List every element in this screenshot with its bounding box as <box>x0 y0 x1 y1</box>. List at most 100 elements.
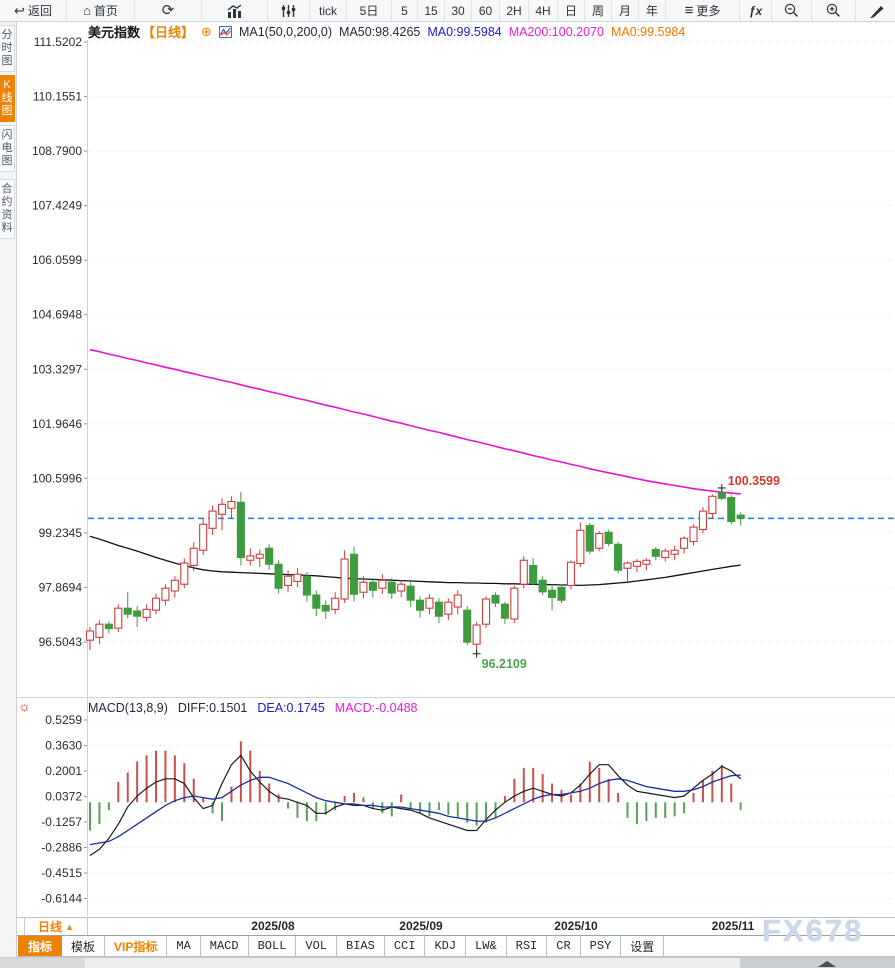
tab-kdj[interactable]: KDJ <box>425 936 467 956</box>
tab-cci[interactable]: CCI <box>385 936 426 956</box>
tab-templates[interactable]: 模板 <box>62 936 106 956</box>
tab-rsi[interactable]: RSI <box>507 936 548 956</box>
zoom-in-button[interactable] <box>812 0 856 21</box>
tab-lw[interactable]: LW& <box>466 936 507 956</box>
bottom-scrollbar-track[interactable] <box>740 958 895 968</box>
price-axis-label: 97.8694 <box>39 580 83 594</box>
candle-body <box>85 630 95 641</box>
tab-indicators[interactable]: 指标 <box>18 936 63 956</box>
macd-axis-label: 0.0372 <box>45 789 82 803</box>
period-15m-button[interactable]: 15 <box>418 0 445 21</box>
macd-params: MACD(13,8,9) <box>88 700 168 715</box>
sidebar-item-contract-info[interactable]: 合约资料 <box>0 179 15 239</box>
sidebar-item-kline-chart[interactable]: K线图 <box>0 75 15 122</box>
tab-cr[interactable]: CR <box>547 936 581 956</box>
more-icon: ≡ <box>684 2 694 19</box>
low-price-annotation: 96.2109 <box>482 657 527 671</box>
refresh-icon: ⟳ <box>161 2 175 19</box>
candle-body <box>538 579 547 593</box>
macd-axis-label: 0.2001 <box>45 764 82 778</box>
candle-body <box>463 609 472 643</box>
indicator-settings-button[interactable] <box>268 0 310 21</box>
candle-body <box>698 510 708 531</box>
candle-body <box>472 624 481 645</box>
period-30m-button[interactable]: 30 <box>445 0 472 21</box>
candle-body <box>199 523 208 551</box>
candle-body <box>104 623 113 630</box>
bottom-strip-left-block <box>0 958 85 968</box>
tick-period-button[interactable]: tick <box>310 0 347 21</box>
refresh-button[interactable]: ⟳ <box>135 0 202 21</box>
zoom-out-button[interactable] <box>772 0 812 21</box>
ma50-line <box>89 535 741 587</box>
candle-body <box>283 575 293 586</box>
home-button[interactable]: ⌂ 首页 <box>67 0 135 21</box>
dea-line <box>89 774 741 846</box>
kline-chart-button[interactable] <box>202 0 268 21</box>
more-button[interactable]: ≡ 更多 <box>666 0 740 21</box>
expand-panel-arrow-icon[interactable] <box>818 961 836 967</box>
tab-psy[interactable]: PSY <box>581 936 622 956</box>
candle-body <box>576 529 585 565</box>
period-year-button[interactable]: 年 <box>639 0 666 21</box>
mini-chart-icon[interactable] <box>218 25 232 38</box>
period-day-button[interactable]: 日 <box>558 0 585 21</box>
candle-body <box>623 562 632 569</box>
period-arrow-icon: ▲ <box>65 921 74 932</box>
candle-body <box>680 537 689 549</box>
top-toolbar: ↩ 返回 ⌂ 首页 ⟳ <box>0 0 895 22</box>
macd-axis-label: -0.4515 <box>41 866 82 880</box>
back-label: 返回 <box>27 4 52 18</box>
period-5m-button[interactable]: 5 <box>392 0 418 21</box>
sidebar-item-time-chart[interactable]: 分时图 <box>0 25 15 72</box>
tab-boll[interactable]: BOLL <box>249 936 297 956</box>
period-2h-button[interactable]: 2H <box>500 0 529 21</box>
period-4h-button[interactable]: 4H <box>529 0 558 21</box>
candle-body <box>670 549 679 555</box>
tab-macd[interactable]: MACD <box>201 936 249 956</box>
candle-body <box>661 550 670 559</box>
candle-body <box>397 583 406 592</box>
candle-body <box>708 495 717 515</box>
add-compare-icon[interactable]: ⊕ <box>201 24 212 39</box>
tab-ma[interactable]: MA <box>167 936 201 956</box>
candle-body <box>415 599 425 611</box>
period-month-button[interactable]: 月 <box>612 0 639 21</box>
candle-body <box>340 558 349 600</box>
draw-tool-button[interactable] <box>856 0 895 21</box>
ma-params: MA1(50,0,200,0) <box>238 24 333 39</box>
price-axis-label: 107.4249 <box>32 199 82 213</box>
candle-body <box>161 587 170 601</box>
candle-body <box>349 553 359 595</box>
sidebar-item-lightning-chart[interactable]: 闪电图 <box>0 125 15 172</box>
period-selector[interactable]: 日线 ▲ <box>24 918 88 935</box>
tab-vip-indicators[interactable]: VIP指标 <box>105 936 168 956</box>
period-week-button[interactable]: 周 <box>585 0 612 21</box>
candle-body <box>227 500 236 509</box>
candle-body <box>302 575 311 596</box>
back-button[interactable]: ↩ 返回 <box>0 0 67 21</box>
period-5d-button[interactable]: 5日 <box>347 0 392 21</box>
price-axis-label: 101.9646 <box>32 417 82 431</box>
candle-body <box>236 501 245 559</box>
price-axis-label: 106.0599 <box>32 253 82 267</box>
ma0-value-blue: MA0:99.5984 <box>427 24 502 39</box>
period-badge: 【日线】 <box>142 25 195 40</box>
tab-vol[interactable]: VOL <box>296 936 338 956</box>
x-date-label: 2025/10 <box>554 919 598 933</box>
indicator-settings-sun-icon[interactable]: ☼ <box>18 698 31 714</box>
fx-icon: ƒx <box>748 3 763 18</box>
candle-body <box>133 610 142 617</box>
macd-axis-label: -0.2886 <box>41 840 82 854</box>
tab-bias[interactable]: BIAS <box>337 936 385 956</box>
candle-body <box>717 492 726 499</box>
candle-body <box>727 496 736 523</box>
candle-body <box>265 547 274 565</box>
fx-indicator-button[interactable]: ƒx <box>740 0 772 21</box>
candle-body <box>208 510 217 529</box>
period-60m-button[interactable]: 60 <box>472 0 500 21</box>
price-axis-label: 108.7900 <box>32 144 82 158</box>
tab-settings[interactable]: 设置 <box>621 936 665 956</box>
